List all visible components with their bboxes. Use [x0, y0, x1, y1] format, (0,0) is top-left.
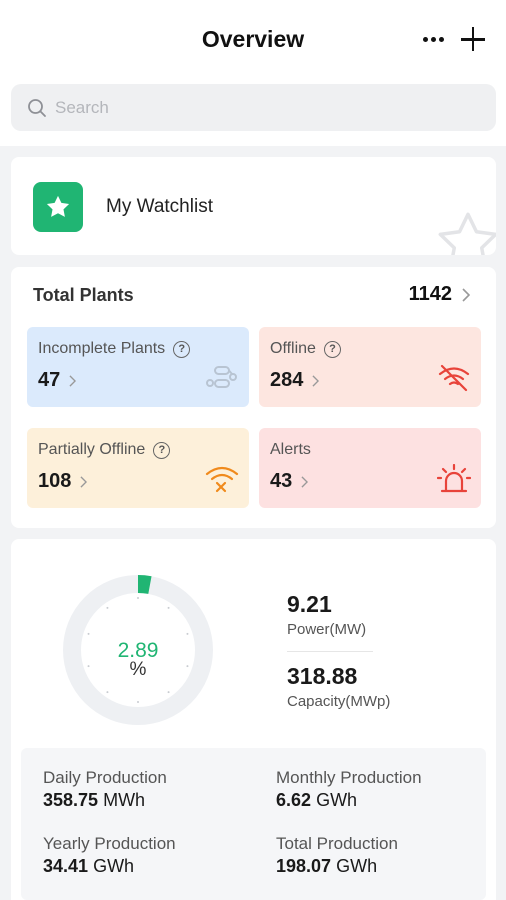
stat-unit: MWh	[103, 790, 146, 810]
total-plants-card: Total Plants 1142 Incomplete Plants? 47 …	[11, 267, 496, 528]
chevron-right-icon	[301, 475, 309, 488]
stat-value: 198.07	[276, 856, 332, 876]
total-plants-value: 1142	[408, 283, 452, 305]
total-plants-count[interactable]: 1142	[409, 283, 470, 306]
ring-tick	[167, 691, 170, 694]
power-label: Power(MW)	[287, 621, 367, 638]
utilization-ring	[63, 575, 213, 725]
yearly-production: Yearly Production 34.41 GWh	[43, 834, 176, 877]
production-stats: Daily Production 358.75 MWh Monthly Prod…	[21, 748, 486, 900]
alarm-light-icon	[437, 464, 471, 493]
stat-label: Monthly Production	[276, 768, 422, 787]
metric-divider	[287, 651, 373, 652]
alerts-tile[interactable]: Alerts 43	[259, 428, 481, 508]
total-plants-title: Total Plants	[33, 285, 134, 305]
tile-value: 47	[38, 369, 61, 391]
tile-label: Offline	[270, 340, 316, 357]
incomplete-plants-tile[interactable]: Incomplete Plants? 47	[27, 327, 249, 407]
ring-tick	[137, 701, 139, 703]
tile-value: 284	[270, 369, 304, 391]
connector-icon	[206, 366, 237, 388]
ring-tick	[137, 597, 139, 599]
search-input[interactable]	[55, 97, 455, 118]
daily-production: Daily Production 358.75 MWh	[43, 768, 167, 811]
star-icon	[33, 182, 83, 232]
watchlist-card[interactable]: My Watchlist	[11, 157, 496, 255]
help-icon[interactable]: ?	[323, 340, 341, 358]
page-title: Overview	[201, 26, 305, 52]
capacity-label: Capacity(MWp)	[287, 693, 391, 710]
monthly-production: Monthly Production 6.62 GWh	[276, 768, 422, 811]
star-outline-icon	[438, 212, 496, 255]
chevron-right-icon	[69, 374, 77, 387]
production-card: 2.89 % 9.21 Power(MW) 318.88 Capacity(MW…	[11, 539, 496, 900]
search-icon	[28, 98, 46, 117]
tile-value: 43	[270, 470, 293, 492]
help-icon[interactable]: ?	[173, 340, 191, 358]
stat-value: 34.41	[43, 856, 89, 876]
stat-unit: GWh	[93, 856, 135, 876]
watchlist-label: My Watchlist	[106, 196, 213, 217]
stat-value: 6.62	[276, 790, 312, 810]
more-options-icon[interactable]	[418, 24, 448, 54]
ring-tick	[87, 632, 90, 635]
wifi-error-icon	[205, 466, 239, 493]
partially-offline-tile[interactable]: Partially Offline? 108	[27, 428, 249, 508]
stat-label: Yearly Production	[43, 834, 176, 853]
ring-tick	[106, 606, 109, 609]
stat-unit: GWh	[316, 790, 358, 810]
power-value: 9.21	[287, 591, 332, 617]
stat-unit: GWh	[336, 856, 378, 876]
stat-label: Daily Production	[43, 768, 167, 787]
capacity-value: 318.88	[287, 663, 358, 689]
chevron-right-icon	[462, 287, 470, 302]
total-production: Total Production 198.07 GWh	[276, 834, 398, 877]
signal-off-icon	[438, 364, 470, 392]
ring-tick	[186, 632, 189, 635]
header-bar: Overview	[0, 0, 506, 146]
tile-label: Partially Offline	[38, 441, 146, 458]
utilization-value: 2.89	[117, 639, 159, 662]
stat-label: Total Production	[276, 834, 398, 853]
ring-tick	[186, 665, 189, 668]
help-icon[interactable]: ?	[153, 441, 171, 459]
ring-tick	[106, 691, 109, 694]
add-plant-icon[interactable]	[458, 25, 488, 55]
tile-label: Incomplete Plants	[38, 340, 166, 357]
offline-tile[interactable]: Offline? 284	[259, 327, 481, 407]
utilization-unit: %	[129, 659, 147, 680]
tile-label: Alerts	[270, 441, 311, 458]
ring-tick	[167, 606, 170, 609]
tile-value: 108	[38, 470, 72, 492]
ring-tick	[87, 665, 90, 668]
chevron-right-icon	[80, 475, 88, 488]
stat-value: 358.75	[43, 790, 99, 810]
chevron-right-icon	[312, 374, 320, 387]
search-bar[interactable]	[11, 84, 496, 131]
utilization-arc	[137, 575, 152, 594]
